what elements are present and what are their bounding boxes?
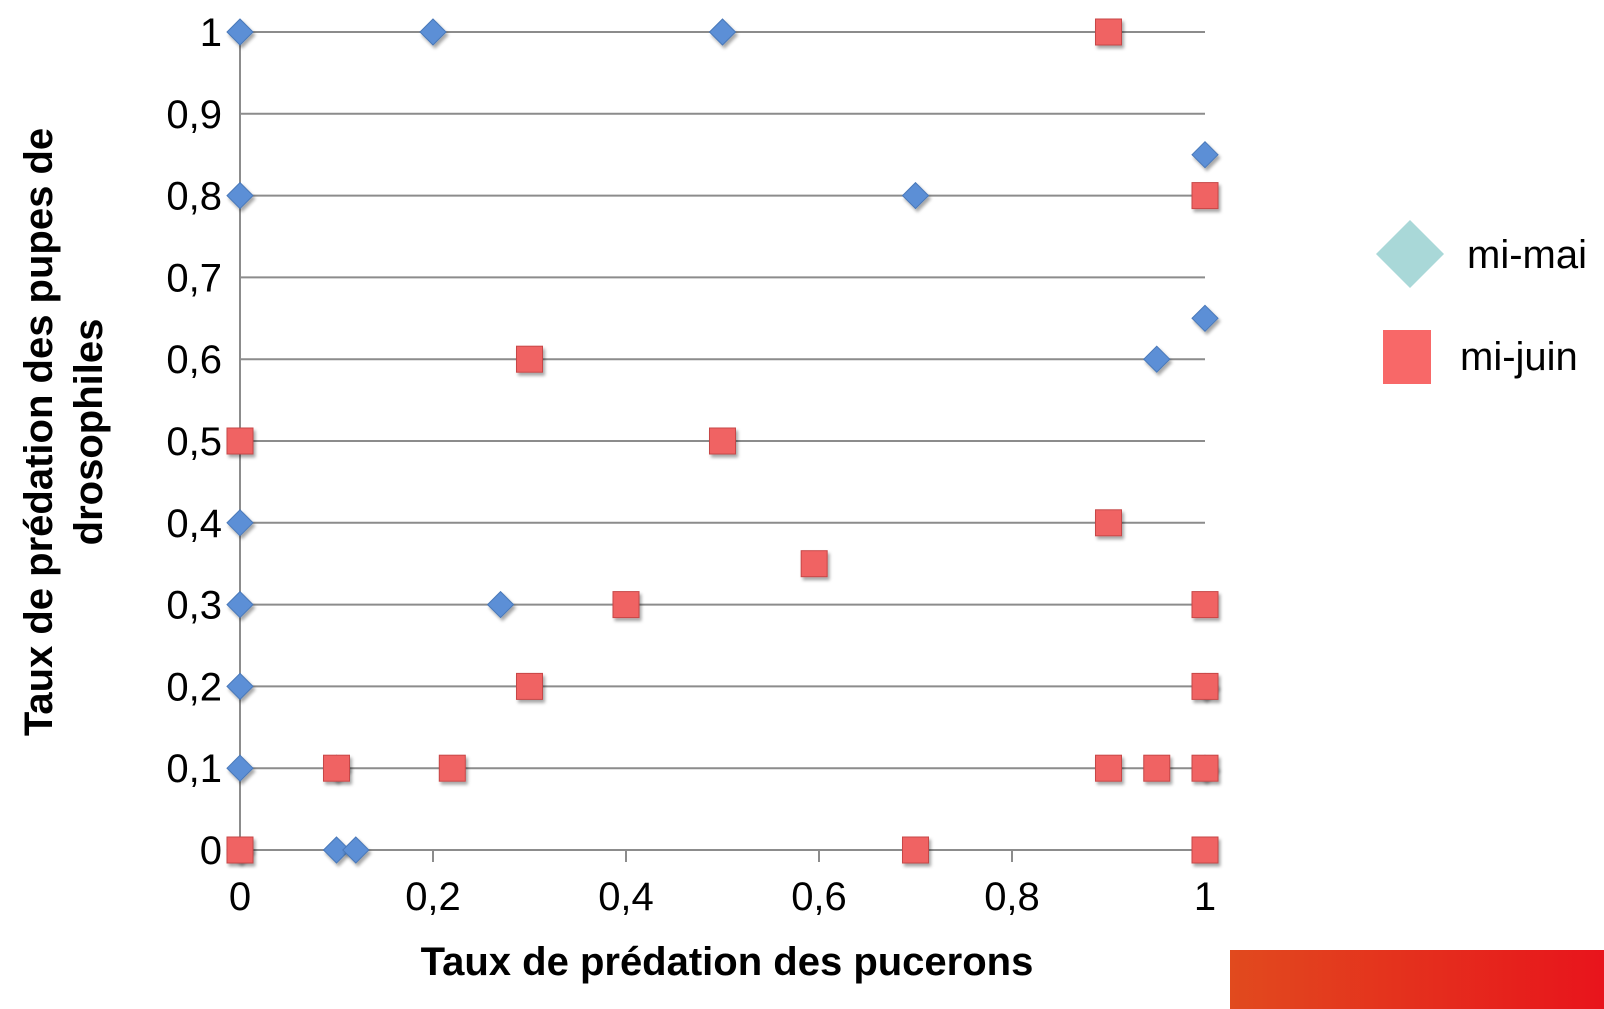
legend: mi-mai mi-juin — [1376, 220, 1587, 384]
y-tick-label: 0,3 — [166, 584, 222, 628]
point-mi-mai — [342, 836, 370, 864]
x-tick-label: 0,4 — [598, 875, 654, 919]
point-mi-juin — [1191, 591, 1219, 619]
x-tick-label: 1 — [1194, 875, 1216, 919]
legend-marker-mi-mai — [1376, 220, 1444, 288]
x-tick-label: 0,6 — [791, 875, 847, 919]
point-mi-mai — [1143, 345, 1171, 373]
y-tick-label: 1 — [200, 11, 222, 55]
point-mi-juin — [902, 836, 929, 864]
y-tick-labels: 0 0,1 0,2 0,3 0,4 0,5 0,6 0,7 0,8 0,9 1 — [166, 11, 222, 873]
legend-label-mi-juin: mi-juin — [1460, 335, 1578, 379]
point-mi-mai — [226, 590, 254, 619]
y-axis-title-line-1: Taux de prédation des pupes de — [17, 128, 61, 736]
point-mi-juin — [226, 836, 254, 864]
point-mi-juin — [516, 672, 543, 700]
y-tick-label: 0,2 — [166, 665, 222, 709]
y-tick-label: 0,5 — [166, 420, 222, 464]
y-tick-label: 0,6 — [166, 338, 222, 382]
point-mi-mai — [708, 18, 737, 46]
data-points — [226, 18, 1219, 864]
point-mi-mai — [226, 672, 254, 701]
point-mi-mai — [486, 590, 515, 619]
point-mi-juin — [612, 591, 640, 619]
x-tick-label: 0 — [229, 875, 251, 919]
point-mi-mai — [1191, 140, 1219, 169]
point-mi-mai — [226, 754, 254, 782]
x-tick-label: 0,8 — [984, 875, 1040, 919]
point-mi-mai — [901, 181, 930, 210]
point-mi-mai — [322, 836, 351, 864]
point-mi-juin — [1095, 18, 1122, 46]
point-mi-juin — [323, 754, 350, 782]
y-tick-label: 0,1 — [166, 747, 222, 791]
point-mi-juin — [1191, 754, 1219, 782]
point-mi-mai — [226, 18, 254, 46]
point-mi-juin — [800, 550, 828, 578]
legend-marker-mi-juin — [1383, 330, 1431, 384]
point-mi-juin — [516, 345, 543, 373]
x-tick-label: 0,2 — [405, 875, 461, 919]
point-mi-juin — [1191, 672, 1219, 700]
y-axis-title: Taux de prédation des pupes de drosophil… — [17, 128, 111, 736]
y-tick-label: 0,4 — [166, 502, 222, 546]
y-axis-title-line-2: drosophiles — [67, 319, 111, 546]
point-mi-mai — [226, 509, 254, 537]
y-tick-label: 0,9 — [166, 93, 222, 137]
point-mi-juin — [1191, 182, 1219, 210]
point-mi-juin — [1095, 754, 1122, 782]
point-mi-juin — [438, 754, 466, 782]
point-mi-juin — [1095, 509, 1122, 537]
x-axis-title: Taux de prédation des pucerons — [421, 940, 1034, 984]
point-mi-juin — [1191, 836, 1219, 864]
point-mi-mai — [1191, 304, 1219, 333]
point-mi-mai — [419, 18, 447, 46]
point-mi-mai — [226, 181, 254, 210]
point-mi-juin — [226, 427, 254, 455]
y-tick-label: 0,8 — [166, 175, 222, 219]
x-tick-labels: 0 0,2 0,4 0,6 0,8 1 — [229, 875, 1216, 919]
y-tick-label: 0 — [200, 829, 222, 873]
point-mi-juin — [709, 427, 736, 455]
y-tick-label: 0,7 — [166, 256, 222, 300]
point-mi-juin — [1143, 754, 1171, 782]
legend-label-mi-mai: mi-mai — [1467, 233, 1587, 277]
accent-bar — [1230, 950, 1604, 1009]
